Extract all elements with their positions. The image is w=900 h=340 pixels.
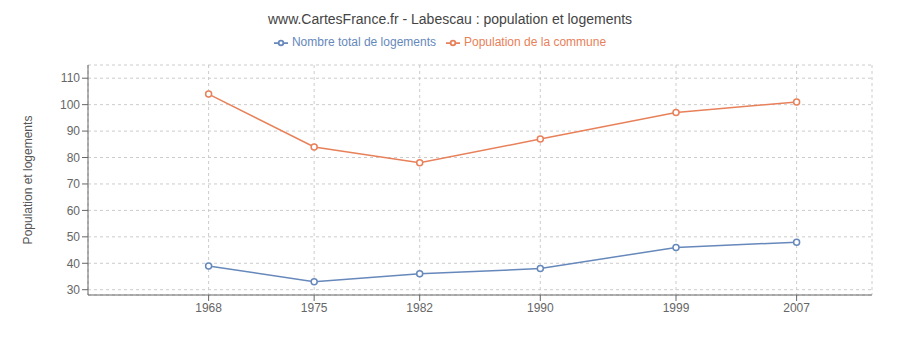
svg-text:1990: 1990: [527, 301, 554, 315]
svg-text:80: 80: [67, 151, 81, 165]
svg-text:1968: 1968: [195, 301, 222, 315]
html-text:www.CartesFrance.fr - Labescau: www.CartesFrance.fr - Labescau : populat…: [267, 11, 633, 27]
svg-text:1982: 1982: [406, 301, 433, 315]
html-text:Nombre total de logements: Nombre total de logements: [291, 35, 436, 49]
svg-text:60: 60: [67, 204, 81, 218]
svg-text:90: 90: [67, 124, 81, 138]
html-text:Population de la commune: Population de la commune: [464, 35, 607, 49]
svg-text:2007: 2007: [783, 301, 810, 315]
svg-text:1975: 1975: [301, 301, 328, 315]
svg-text:1999: 1999: [663, 301, 690, 315]
svg-text:70: 70: [67, 177, 81, 191]
svg-text:50: 50: [67, 230, 81, 244]
svg-text:110: 110: [61, 71, 80, 85]
svg-text:Population et logements: Population et logements: [21, 116, 35, 245]
svg-text:30: 30: [67, 283, 81, 297]
svg-text:100: 100: [60, 98, 80, 112]
svg-text:40: 40: [67, 257, 81, 271]
